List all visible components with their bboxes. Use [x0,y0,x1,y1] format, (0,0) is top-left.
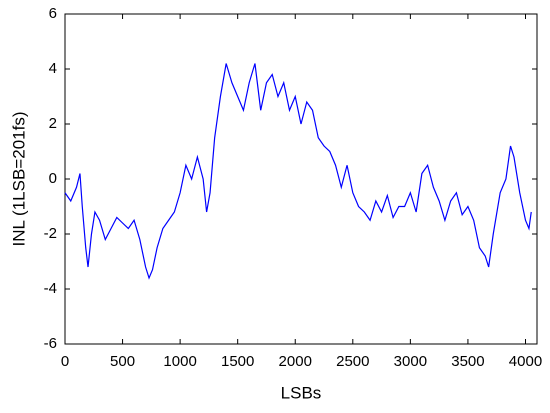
x-tick-label: 0 [61,353,69,370]
x-tick-label: 1000 [163,353,196,370]
y-tick-label: 6 [49,5,57,22]
data-line [64,63,532,280]
x-tick-label: 500 [110,353,135,370]
y-axis-title: INL (1LSB=201fs) [9,112,28,247]
x-tick-label: 3000 [394,353,427,370]
y-tick-label: -4 [44,280,57,297]
y-tick-label: 4 [49,60,57,77]
y-tick-label: -2 [44,225,57,242]
x-tick-label: 1500 [221,353,254,370]
x-tick-label: 3500 [451,353,484,370]
x-tick-label: 2500 [336,353,369,370]
y-tick-label: 0 [49,170,57,187]
x-tick-label: 4000 [509,353,542,370]
plot-frame [64,13,538,345]
y-tick-label: 2 [49,115,57,132]
x-tick-label: 2000 [279,353,312,370]
x-axis-title: LSBs [281,383,322,402]
y-tick-label: -6 [44,335,57,352]
